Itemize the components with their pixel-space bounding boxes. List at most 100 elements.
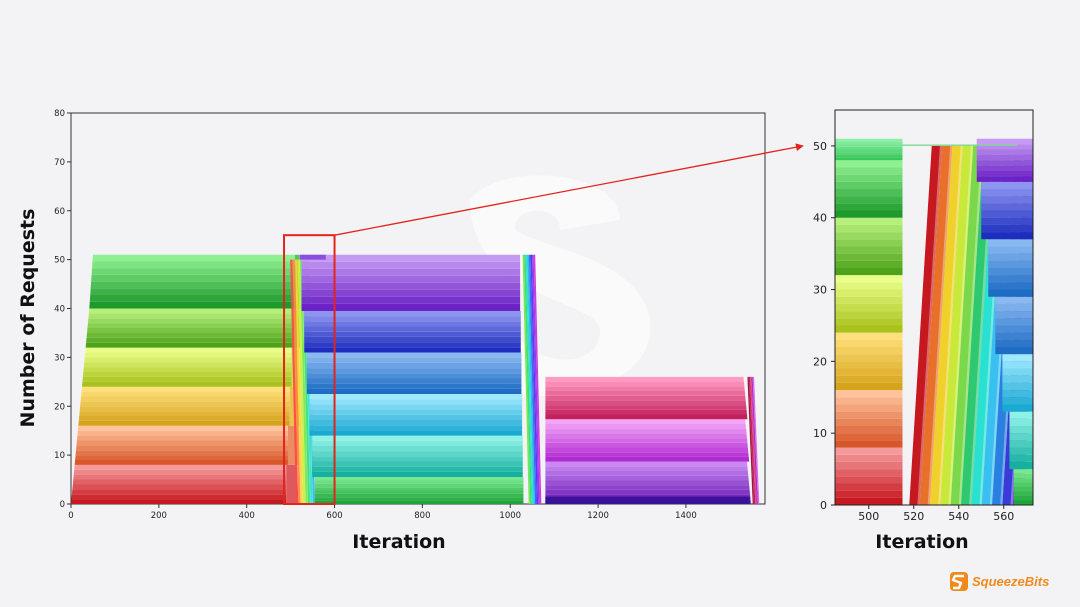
group2-band-3-stripe-4 [306, 368, 522, 374]
group1-band-5-stripe-6 [92, 261, 296, 269]
zoom-y-tick-label: 30 [813, 284, 827, 297]
group2-band-3-stripe-2 [306, 378, 522, 384]
zoom-right-band-5-stripe-6 [981, 189, 1033, 197]
zoom-left-band-4-stripe-0 [835, 268, 903, 276]
zoom-x-axis: 500 520 540 560 [858, 505, 1014, 523]
zoom-right-band-2-stripe-0 [1002, 404, 1033, 412]
group1-band-1-stripe-0 [74, 460, 288, 465]
group2-band-0-stripe-2 [314, 493, 524, 498]
zoom-left-band-0-stripe-5 [835, 461, 903, 470]
group3-band-2-stripe-6 [545, 386, 745, 391]
group2-band-5-stripe-0 [301, 303, 521, 311]
zoom-right-band-5-stripe-5 [981, 196, 1033, 204]
zoom-left-band-0-stripe-0 [835, 497, 903, 505]
zoom-left-band-6-stripe-7 [835, 138, 903, 142]
group2-band-0-stripe-6 [314, 480, 524, 484]
group1-band-4-stripe-5 [87, 318, 294, 324]
main-x-tick-label: 1000 [499, 511, 521, 521]
zoom-left-band-5-stripe-1 [835, 203, 903, 211]
group3-edge-stripe-2 [750, 376, 757, 504]
zoom-right-band-1-stripe-2 [1009, 447, 1033, 455]
zoom-right-band-3-stripe-7 [995, 296, 1033, 304]
group2-band-4-stripe-5 [304, 321, 521, 327]
zoom-right-band-6-stripe-2 [976, 165, 1033, 172]
zoom-x-axis-label: Iteration [875, 531, 968, 553]
transition-stripe-1 [292, 259, 301, 504]
group1-band-4-stripe-3 [87, 328, 294, 333]
group2-band-2-stripe-4 [309, 409, 523, 415]
zoom-x-tick-label: 520 [903, 510, 924, 523]
group1-band-2-stripe-6 [81, 391, 290, 397]
zoom-left-band-5-stripe-0 [835, 210, 903, 218]
group3-band-1-stripe-2 [545, 447, 749, 453]
group1-band-5-stripe-2 [90, 288, 296, 296]
group2-band-3-stripe-5 [306, 362, 522, 369]
zoom-left-band-4-stripe-4 [835, 239, 903, 247]
zoom-left-band-1-stripe-4 [835, 411, 903, 419]
group3-band-0-stripe-8 [545, 461, 748, 467]
group2-band-3-stripe-7 [306, 352, 522, 358]
zoom-left-band-5-stripe-7 [835, 160, 903, 168]
zoom-right-band-1-stripe-7 [1009, 411, 1033, 419]
main-y-axis: 0 10 20 30 40 50 60 70 80 [54, 109, 71, 510]
zoom-left-band-1-stripe-7 [835, 390, 903, 398]
group2-band-4-stripe-7 [304, 310, 521, 317]
zoom-transition-highlight-4 [958, 145, 984, 505]
group1-band-4-stripe-7 [88, 308, 294, 314]
group2-band-5-stripe-1 [301, 296, 521, 304]
group1-band-3-stripe-7 [85, 347, 292, 353]
group1-band-1-stripe-4 [76, 440, 288, 446]
zoom-left-band-2-stripe-0 [835, 382, 903, 391]
zoom-left-band-6-stripe-0 [835, 157, 903, 161]
zoom-transition-stripe-3 [940, 145, 974, 505]
zoom-transition-highlight-3 [948, 145, 974, 505]
group2-band-3-stripe-6 [306, 357, 522, 363]
zoom-right-band-1-stripe-3 [1009, 440, 1033, 448]
zoom-left-band-5-stripe-4 [835, 181, 903, 189]
group3-base [545, 496, 750, 504]
group3-band-1-stripe-1 [545, 452, 749, 457]
group2-band-4-stripe-0 [304, 347, 521, 353]
group2-band-5-stripe-4 [301, 275, 521, 283]
main-x-tick-label: 600 [326, 511, 342, 521]
zoom-right-band-3-stripe-3 [995, 325, 1033, 333]
zoom-left-band-5-stripe-6 [835, 167, 903, 175]
group1-band-0-stripe-4 [72, 479, 287, 485]
zoom-right-band-2-stripe-4 [1002, 375, 1033, 383]
group1-band-2-stripe-4 [80, 401, 290, 407]
group2-band-2-stripe-2 [309, 420, 523, 426]
zoom-right-band-1-stripe-6 [1009, 418, 1033, 426]
group1-band-4-stripe-0 [85, 342, 294, 348]
group2-band-0-stripe-1 [314, 497, 524, 501]
group1-band-0-stripe-3 [72, 484, 287, 490]
zoom-left-band-2-stripe-3 [835, 361, 903, 369]
group1-band-2-stripe-0 [78, 420, 290, 426]
zoom-right-band-1-stripe-4 [1009, 433, 1033, 441]
zoom-left-band-4-stripe-3 [835, 246, 903, 254]
group2-band-1-stripe-1 [312, 466, 523, 472]
zoom-transition-highlight-0 [917, 145, 943, 505]
group3-band-2-stripe-3 [545, 400, 747, 406]
zoom-x-tick-label: 540 [948, 510, 969, 523]
zoom-left-band-0-stripe-7 [835, 447, 903, 455]
zoom-left-band-1-stripe-2 [835, 426, 903, 434]
zoom-right-band-4-stripe-6 [988, 246, 1033, 254]
brand-logo: SqueezeBits [950, 572, 1049, 591]
group2-edge-stripe-7 [533, 254, 542, 504]
main-chart: 0 200 400 600 800 1000 1200 1400 0 10 20 30 40 50 60 7… [17, 109, 766, 553]
group3-band-1-stripe-5 [545, 433, 747, 439]
group1-band-1-stripe-6 [77, 430, 288, 436]
zoom-left-band-0-stripe-2 [835, 483, 903, 491]
main-y-tick-label: 80 [54, 109, 65, 119]
group2-band-5-stripe-5 [301, 268, 521, 276]
group2-band-0-stripe-5 [314, 483, 524, 488]
zoom-right-band-3-stripe-0 [995, 347, 1033, 355]
group3-band-1-stripe-3 [545, 442, 748, 448]
group3-band-0-stripe-3 [545, 485, 750, 490]
zoom-right-band-6-stripe-4 [976, 154, 1033, 161]
zoom-left-band-0-stripe-4 [835, 469, 903, 477]
group2-band-1-stripe-7 [312, 435, 523, 441]
watermark-logo-icon [470, 175, 651, 397]
zoom-right-band-1-stripe-5 [1009, 426, 1033, 434]
